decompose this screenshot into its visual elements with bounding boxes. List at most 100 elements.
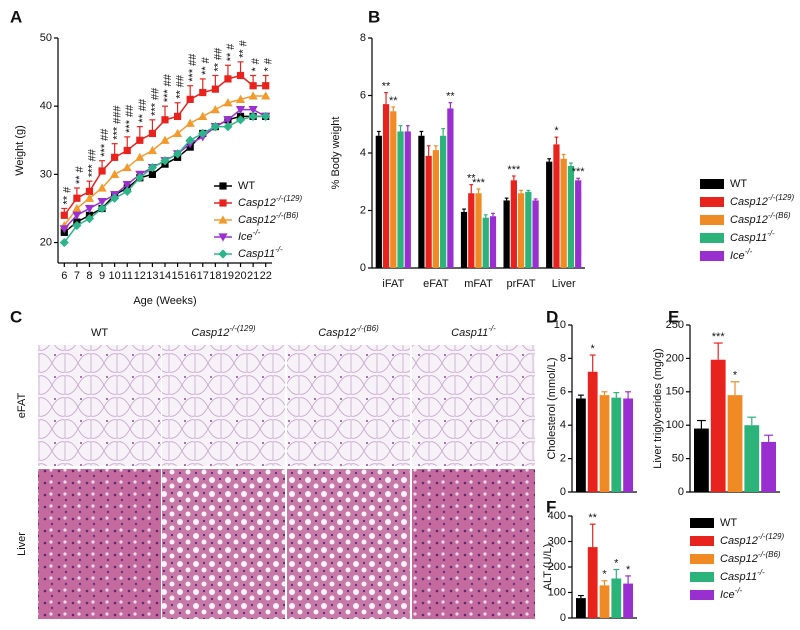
y-tick-label: 40 — [40, 100, 52, 112]
hashes: ## — [174, 74, 186, 87]
x-tick-label: prFAT — [507, 278, 536, 290]
significance: *# — [263, 57, 275, 71]
marker — [160, 135, 170, 144]
y-tick-label: 0 — [360, 262, 366, 274]
bar — [418, 135, 425, 268]
panel-label: A — [10, 7, 22, 26]
superscript: -/-(129) — [758, 532, 785, 541]
bar — [694, 428, 709, 492]
y-tick-label: 200 — [666, 352, 684, 364]
marker — [110, 193, 120, 203]
bar — [727, 395, 743, 492]
panel-label: E — [668, 307, 679, 326]
stars: ** — [212, 62, 224, 71]
micrograph — [162, 345, 285, 466]
marker — [59, 237, 69, 248]
x-tick-label: 6 — [61, 270, 67, 282]
significance: ** — [467, 173, 476, 185]
y-axis-label: Weight (g) — [14, 125, 26, 176]
marker — [148, 170, 157, 178]
marker — [123, 146, 131, 155]
marker — [261, 91, 271, 100]
significance: *# — [250, 57, 262, 71]
y-tick-label: 0 — [560, 486, 566, 498]
bar — [390, 111, 397, 268]
x-tick-label: 21 — [247, 270, 259, 282]
marker — [135, 152, 145, 161]
significance: *** ## — [124, 104, 136, 133]
legend-swatch — [690, 536, 714, 546]
name: Casp12 — [730, 214, 768, 226]
hashes: ## — [162, 73, 174, 86]
marker — [97, 198, 107, 207]
micrograph — [162, 469, 285, 619]
micrograph — [412, 345, 535, 466]
bar — [525, 191, 532, 268]
marker — [147, 145, 158, 155]
superscript: -/- — [757, 568, 765, 577]
marker — [218, 249, 228, 259]
x-tick-label: 11 — [122, 270, 133, 282]
stars: *** — [149, 102, 161, 116]
bar — [761, 441, 776, 492]
stars: ** — [237, 49, 249, 58]
x-tick-label: 9 — [99, 270, 105, 282]
significance: * — [626, 564, 631, 576]
x-tick-label: 13 — [146, 270, 158, 282]
stars: *** — [99, 143, 111, 157]
label: WT — [730, 178, 747, 190]
series-line — [63, 115, 266, 243]
hashes: # — [250, 57, 262, 64]
bar — [599, 395, 610, 492]
stars: * — [263, 67, 275, 72]
x-tick-label: 17 — [197, 270, 209, 282]
significance: ** — [446, 91, 455, 103]
x-tick-label: Liver — [552, 278, 576, 290]
panel-label: F — [546, 497, 556, 516]
marker — [261, 111, 271, 122]
significance: ** — [382, 81, 391, 93]
significance: ** # — [61, 186, 73, 205]
marker — [160, 156, 170, 166]
marker — [110, 169, 120, 178]
label: Casp11-/- — [720, 568, 765, 583]
y-tick-label: 50 — [672, 453, 684, 465]
bar — [489, 216, 497, 268]
bar — [382, 104, 390, 268]
marker — [198, 128, 208, 139]
significance: *** — [572, 166, 586, 178]
marker — [85, 187, 94, 196]
marker — [249, 82, 257, 90]
hashes: ## — [99, 128, 111, 141]
bar — [503, 200, 510, 268]
hashes: # — [74, 165, 86, 172]
superscript: -/-(129) — [768, 193, 795, 202]
name: Casp12 — [720, 535, 758, 547]
superscript: -/- — [735, 586, 743, 595]
name: Casp11 — [720, 571, 757, 583]
x-axis-label: Age (Weeks) — [133, 295, 196, 307]
significance: *** ### — [112, 105, 124, 140]
marker — [122, 186, 132, 197]
marker — [72, 211, 82, 220]
bar — [587, 547, 598, 618]
hashes: # — [225, 43, 237, 50]
label: Casp12-/-(129) — [238, 194, 302, 209]
bar — [560, 158, 567, 268]
y-tick-label: 300 — [548, 535, 566, 547]
hashes: ## — [149, 87, 161, 100]
bar — [404, 131, 411, 268]
stars: ** — [137, 113, 149, 122]
marker — [236, 71, 245, 80]
marker — [60, 211, 68, 219]
x-tick-label: 18 — [209, 270, 221, 282]
marker — [98, 167, 106, 175]
micrograph — [412, 469, 535, 619]
name: Casp12 — [720, 553, 758, 565]
panel-label: B — [368, 7, 380, 26]
panel-label: D — [546, 307, 558, 326]
bar — [575, 180, 582, 268]
bar — [710, 359, 726, 492]
label: Casp12-/-(129) — [720, 532, 784, 547]
bar — [532, 200, 539, 268]
